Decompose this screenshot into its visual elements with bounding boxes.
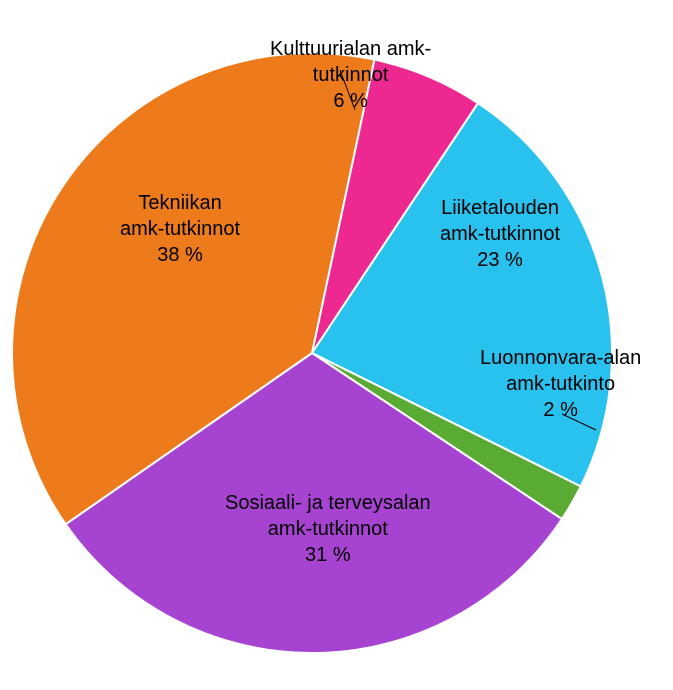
label-kulttuuri-pct: 6 % — [270, 88, 431, 114]
label-liiketalous-pct: 23 % — [440, 247, 560, 273]
label-tekniikka: Tekniikan amk-tutkinnot 38 % — [120, 190, 240, 268]
label-kulttuuri: Kulttuurialan amk- tutkinnot 6 % — [270, 36, 431, 114]
label-luonnonvara-pct: 2 % — [480, 397, 641, 423]
label-sosiaali-pct: 31 % — [225, 542, 431, 568]
label-luonnonvara: Luonnonvara-alan amk-tutkinto 2 % — [480, 345, 641, 423]
label-liiketalous-l2: amk-tutkinnot — [440, 221, 560, 247]
label-liiketalous-l1: Liiketalouden — [440, 195, 560, 221]
label-tekniikka-l2: amk-tutkinnot — [120, 216, 240, 242]
label-tekniikka-pct: 38 % — [120, 242, 240, 268]
label-luonnonvara-l1: Luonnonvara-alan — [480, 345, 641, 371]
label-tekniikka-l1: Tekniikan — [120, 190, 240, 216]
label-sosiaali-l1: Sosiaali- ja terveysalan — [225, 490, 431, 516]
label-liiketalous: Liiketalouden amk-tutkinnot 23 % — [440, 195, 560, 273]
label-kulttuuri-l2: tutkinnot — [270, 62, 431, 88]
label-sosiaali: Sosiaali- ja terveysalan amk-tutkinnot 3… — [225, 490, 431, 568]
pie-chart: Kulttuurialan amk- tutkinnot 6 % Liiketa… — [0, 0, 673, 685]
label-luonnonvara-l2: amk-tutkinto — [480, 371, 641, 397]
label-sosiaali-l2: amk-tutkinnot — [225, 516, 431, 542]
label-kulttuuri-l1: Kulttuurialan amk- — [270, 36, 431, 62]
